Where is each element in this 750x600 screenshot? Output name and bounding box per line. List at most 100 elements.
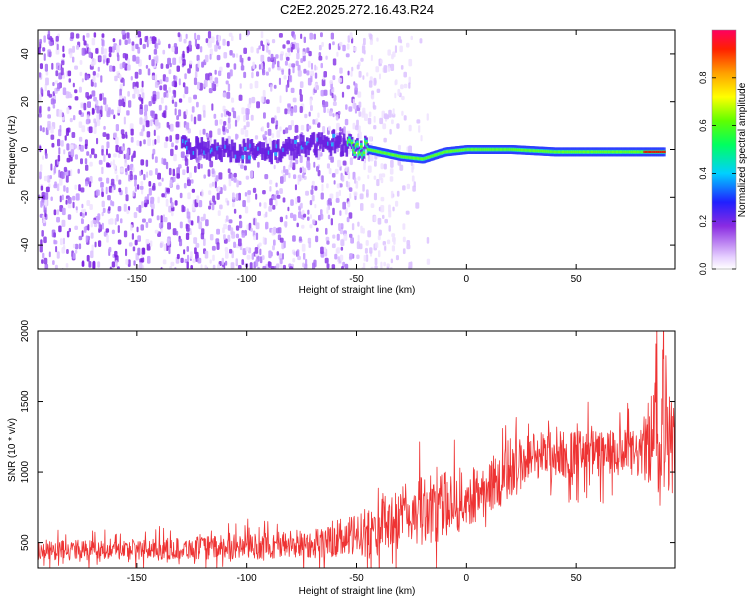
- spectrogram-noise-cell: [262, 44, 265, 52]
- spectrogram-noise-cell: [192, 258, 196, 264]
- spectrogram-noise-cell: [309, 98, 312, 106]
- spectrogram-noise-cell: [354, 83, 358, 91]
- spectrogram-noise-cell: [173, 154, 177, 162]
- spectrogram-noise-cell: [164, 105, 168, 111]
- spectrogram-noise-cell: [287, 107, 290, 115]
- spectrogram-noise-cell: [198, 155, 202, 161]
- spectrogram-noise-cell: [244, 129, 249, 137]
- signal-band-core: [406, 156, 409, 159]
- spectrogram-noise-cell: [306, 70, 310, 76]
- spectrogram-noise-cell: [88, 261, 92, 268]
- signal-band-core: [551, 150, 554, 153]
- signal-band-core: [523, 149, 526, 152]
- spectrogram-noise-cell: [303, 68, 307, 74]
- spectrogram-noise-cell: [182, 82, 186, 88]
- spectrogram-noise-cell: [84, 143, 88, 150]
- spectrogram-noise-cell: [126, 209, 130, 215]
- spectrogram-noise-cell: [274, 115, 277, 121]
- spectrogram-noise-cell: [262, 265, 267, 269]
- spectrogram-noise-cell: [270, 266, 275, 269]
- spectrogram-noise-cell: [42, 252, 45, 259]
- spectrogram-noise-cell: [237, 265, 242, 269]
- spectrogram-noise-cell: [223, 234, 226, 240]
- spectrogram-noise-cell: [154, 74, 158, 82]
- spectrogram-noise-cell: [277, 60, 280, 68]
- spectrogram-noise-cell: [165, 198, 169, 207]
- spectrogram-noise-cell: [352, 98, 355, 104]
- spectrogram-noise-cell: [201, 61, 205, 68]
- spectrogram-noise-cell: [229, 50, 233, 56]
- spectrogram-noise-cell: [98, 159, 103, 165]
- spectrogram-noise-cell: [410, 35, 413, 41]
- signal-band-outer: [325, 136, 329, 149]
- spectrogram-noise-cell: [103, 59, 106, 64]
- spectrogram-noise-cell: [98, 222, 101, 230]
- signal-band-core: [508, 148, 512, 151]
- spectrogram-noise-cell: [155, 168, 158, 175]
- spectrogram-noise-cell: [103, 125, 106, 130]
- spectrogram-noise-cell: [325, 227, 328, 235]
- spectrogram-noise-cell: [127, 206, 131, 211]
- spectrogram-noise-cell: [136, 226, 139, 233]
- spectrogram-noise-cell: [172, 228, 177, 236]
- spectrogram-noise-cell: [81, 125, 86, 133]
- spectrogram-noise-cell: [47, 114, 51, 119]
- spectrogram-noise-cell: [106, 162, 110, 168]
- spectrogram-noise-cell: [366, 72, 369, 77]
- spectrogram-noise-cell: [186, 122, 190, 130]
- spectrogram-noise-cell: [120, 129, 125, 135]
- spectrogram-noise-cell: [310, 189, 314, 195]
- spectrogram-noise-cell: [151, 110, 155, 119]
- spectrogram-noise-cell: [111, 46, 115, 53]
- spectrogram-noise-cell: [121, 133, 126, 139]
- spectrogram-noise-cell: [133, 260, 136, 266]
- signal-band-outer: [317, 132, 321, 145]
- spectrogram-noise-cell: [397, 159, 401, 166]
- spectrogram-noise-cell: [373, 116, 376, 123]
- spectrogram-noise-cell: [65, 263, 69, 268]
- spectrogram-noise-cell: [296, 222, 299, 228]
- spectrogram-noise-cell: [257, 211, 261, 216]
- spectrogram-noise-cell: [138, 204, 142, 213]
- spectrogram-noise-cell: [268, 250, 272, 259]
- spectrogram-noise-cell: [150, 119, 153, 127]
- spectrogram-noise-cell: [275, 199, 278, 206]
- spectrogram-noise-cell: [92, 260, 96, 269]
- spectrogram-noise-cell: [272, 62, 275, 68]
- spectrogram-noise-cell: [40, 164, 43, 172]
- spectrogram-noise-cell: [209, 160, 214, 168]
- spectrogram-noise-cell: [262, 236, 265, 245]
- spectrogram-noise-cell: [139, 140, 142, 147]
- spectrogram-noise-cell: [78, 243, 82, 250]
- spectrogram-noise-cell: [207, 40, 212, 48]
- spectrogram-noise-cell: [390, 190, 394, 199]
- spectrogram-noise-cell: [117, 152, 121, 158]
- spectrogram-noise-cell: [126, 148, 129, 156]
- spectrogram-noise-cell: [333, 180, 336, 185]
- spectrogram-noise-cell: [359, 193, 364, 200]
- spectrogram-noise-cell: [188, 40, 192, 49]
- spectrogram-noise-cell: [223, 52, 228, 59]
- spectrogram-cells: [38, 30, 431, 269]
- spectrogram-noise-cell: [220, 113, 224, 118]
- spectrogram-noise-cell: [193, 77, 198, 86]
- spectrogram-noise-cell: [348, 106, 353, 112]
- colorbar-frame: [711, 29, 737, 270]
- signal-band-core: [365, 142, 368, 145]
- spectrogram-noise-cell: [288, 63, 292, 68]
- signal-band-core: [522, 148, 525, 152]
- signal-band-core: [605, 150, 608, 154]
- spectrogram-noise-cell: [215, 175, 219, 182]
- signal-band-core: [584, 150, 587, 154]
- spectrogram-noise-cell: [395, 255, 399, 261]
- spectrogram-noise-cell: [286, 56, 290, 61]
- spectrogram-noise-cell: [376, 179, 380, 187]
- spectrogram-noise-cell: [369, 33, 373, 40]
- spectrogram-noise-cell: [193, 94, 197, 100]
- spectrogram-y-tick-label: 20: [20, 96, 31, 108]
- spectrogram-noise-cell: [349, 253, 353, 260]
- spectrogram-noise-cell: [254, 135, 259, 140]
- spectrogram-noise-cell: [214, 69, 217, 75]
- spectrogram-noise-cell: [173, 43, 178, 48]
- signal-band-core: [449, 150, 453, 153]
